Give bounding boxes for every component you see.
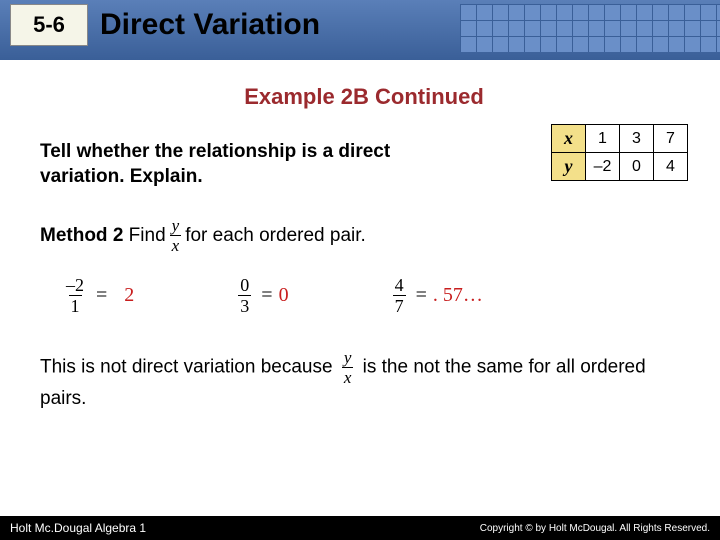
prompt-text: Tell whether the relationship is a direc…	[40, 140, 440, 189]
equation-result: . 57…	[433, 284, 483, 307]
fraction-y-over-x: y x	[170, 217, 182, 254]
fraction: –2 1	[64, 276, 86, 315]
slide-header: 5-6 Direct Variation	[0, 0, 720, 60]
table-header-x: x	[552, 125, 586, 153]
fraction-numerator: –2	[64, 276, 86, 295]
footer-copyright: Copyright © by Holt McDougal. All Rights…	[480, 523, 710, 534]
fraction-numerator: 4	[393, 276, 406, 295]
header-grid-decoration	[460, 4, 720, 52]
table-cell: 4	[654, 153, 688, 181]
table-cell: 7	[654, 125, 688, 153]
table-header-y: y	[552, 153, 586, 181]
fraction-numerator: 0	[238, 276, 251, 295]
method-line: Method 2 Find y x for each ordered pair.	[40, 217, 688, 254]
section-number-badge: 5-6	[10, 4, 88, 46]
method-label: Method 2	[40, 225, 123, 247]
equation-1: –2 1 = 2	[60, 276, 134, 315]
slide-content: Example 2B Continued Tell whether the re…	[0, 60, 720, 422]
equals-sign: =	[96, 284, 107, 307]
example-title: Example 2B Continued	[40, 84, 688, 110]
fraction-denominator: 1	[69, 295, 82, 315]
conclusion-pre: This is not direct variation because	[40, 357, 338, 378]
table-row: x 1 3 7	[552, 125, 688, 153]
method-tail: for each ordered pair.	[185, 225, 366, 247]
conclusion-text: This is not direct variation because y x…	[40, 349, 688, 412]
equation-3: 4 7 = . 57…	[389, 276, 483, 315]
equation-result: 2	[124, 284, 134, 307]
fraction: 4 7	[393, 276, 406, 315]
fraction-denominator: x	[342, 367, 354, 386]
equation-2: 0 3 = 0	[234, 276, 288, 315]
table-cell: 1	[586, 125, 620, 153]
fraction-numerator: y	[342, 349, 354, 367]
fraction-numerator: y	[170, 217, 182, 235]
equals-sign: =	[416, 284, 427, 307]
fraction-denominator: x	[170, 235, 182, 254]
equals-sign: =	[261, 284, 272, 307]
equation-result: 0	[279, 284, 289, 307]
table-cell: 3	[620, 125, 654, 153]
xy-table: x 1 3 7 y –2 0 4	[551, 124, 688, 181]
table-cell: –2	[586, 153, 620, 181]
fraction-denominator: 3	[238, 295, 251, 315]
method-verb: Find	[129, 225, 166, 247]
slide-footer: Holt Mc.Dougal Algebra 1 Copyright © by …	[0, 516, 720, 540]
equations-row: –2 1 = 2 0 3 = 0 4 7 = . 57…	[60, 276, 688, 315]
fraction-y-over-x: y x	[342, 349, 354, 386]
table-row: y –2 0 4	[552, 153, 688, 181]
slide-title: Direct Variation	[100, 8, 320, 42]
fraction-denominator: 7	[393, 295, 406, 315]
footer-textbook: Holt Mc.Dougal Algebra 1	[10, 521, 146, 535]
fraction: 0 3	[238, 276, 251, 315]
negative-sign	[113, 284, 118, 307]
table-cell: 0	[620, 153, 654, 181]
